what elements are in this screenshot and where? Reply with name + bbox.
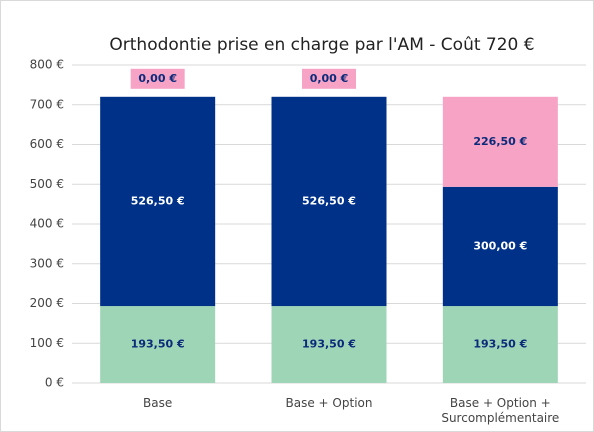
value-label: 0,00 € <box>310 72 349 85</box>
value-label: 526,50 € <box>131 194 185 207</box>
x-tick-label: Base + Option + Surcomplémentaire <box>441 396 560 425</box>
value-label: 526,50 € <box>302 194 356 207</box>
label-background <box>130 68 185 89</box>
y-tick-label: 700 € <box>30 97 64 111</box>
value-label: 226,50 € <box>473 135 527 148</box>
chart-title: Orthodontie prise en charge par l'AM - C… <box>109 35 534 55</box>
y-tick-label: 0 € <box>45 376 64 390</box>
value-label: 0,00 € <box>138 72 177 85</box>
bar-segment <box>442 186 558 307</box>
value-label: 193,50 € <box>302 338 356 351</box>
y-tick-label: 600 € <box>30 137 64 151</box>
x-tick-label: Base + Option <box>285 396 373 410</box>
y-tick-label: 300 € <box>30 256 64 270</box>
value-label: 193,50 € <box>473 338 527 351</box>
bar-segment <box>442 306 558 383</box>
bar-segment <box>271 306 387 383</box>
x-tick-label: Base <box>143 396 173 410</box>
value-label: 300,00 € <box>473 239 527 252</box>
bar-segment <box>100 306 216 383</box>
y-tick-label: 200 € <box>30 296 64 310</box>
y-tick-label: 100 € <box>30 336 64 350</box>
bar-segment <box>100 96 216 307</box>
y-tick-label: 500 € <box>30 177 64 191</box>
bar-segment <box>442 96 558 187</box>
bar-segment <box>271 96 387 307</box>
y-tick-label: 800 € <box>30 58 64 72</box>
value-label: 193,50 € <box>131 338 185 351</box>
label-background <box>302 68 356 89</box>
y-tick-label: 400 € <box>30 217 64 231</box>
